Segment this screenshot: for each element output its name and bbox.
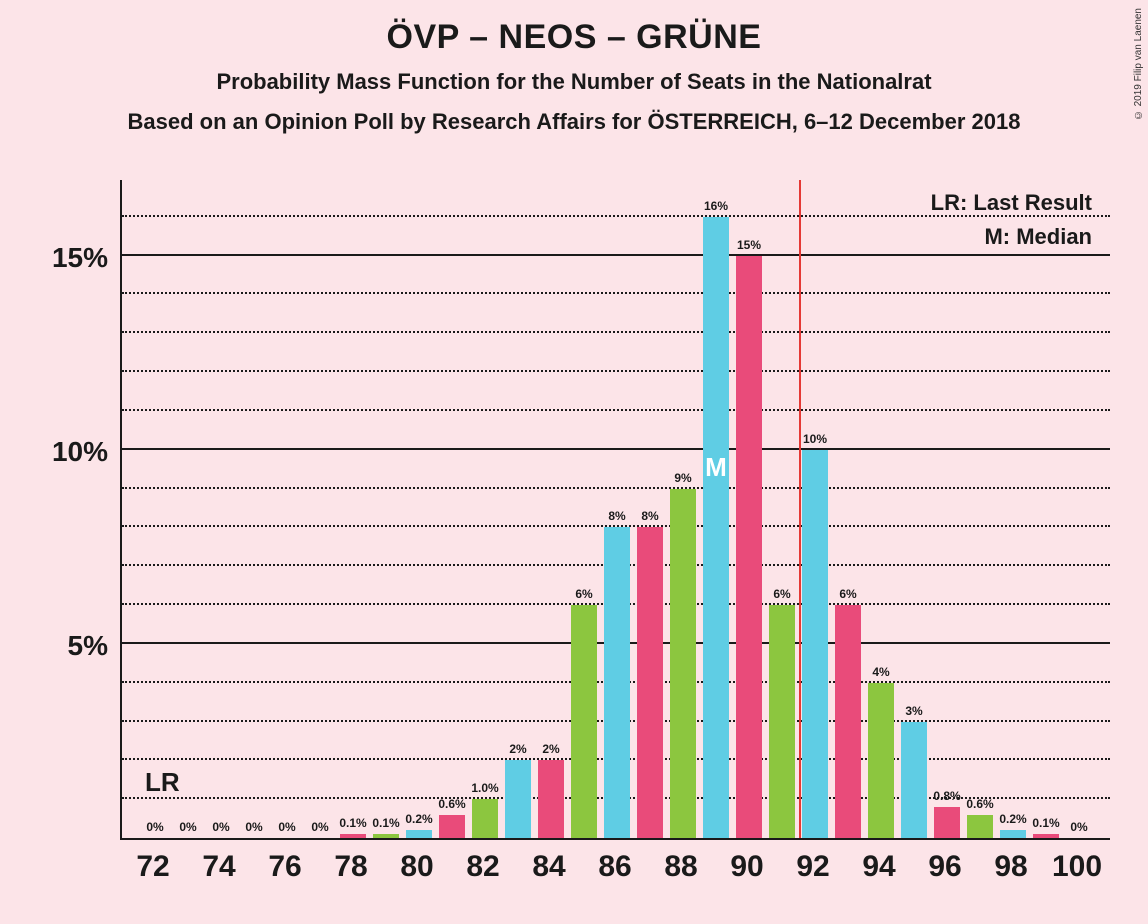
x-axis-tick-label: 90 xyxy=(717,850,777,884)
chart-subtitle-2: Based on an Opinion Poll by Research Aff… xyxy=(0,109,1148,135)
x-axis-tick-label: 82 xyxy=(453,850,513,884)
bar-value-label: 0.1% xyxy=(372,816,399,830)
chart-area: 0% 0% 0% 0% 0% 0% 0.1% 0.1% 0.2% 0.6% 1.0% 2% 2% 6% 8%… xyxy=(120,180,1110,840)
bar xyxy=(505,760,531,838)
bar-value-label: 10% xyxy=(803,432,827,446)
x-axis-tick-label: 100 xyxy=(1047,850,1107,884)
bar-value-label: 6% xyxy=(839,587,856,601)
bar-value-label: 0.6% xyxy=(438,797,465,811)
bar xyxy=(406,830,432,838)
bar xyxy=(604,527,630,838)
bar-value-label: 8% xyxy=(641,509,658,523)
bar-value-label: 15% xyxy=(737,238,761,252)
x-axis-tick-label: 92 xyxy=(783,850,843,884)
bar xyxy=(967,815,993,838)
x-axis-tick-label: 80 xyxy=(387,850,447,884)
bar-value-label: 6% xyxy=(575,587,592,601)
bar xyxy=(340,834,366,838)
bar-value-label: 0% xyxy=(179,820,196,834)
x-axis-tick-label: 74 xyxy=(189,850,249,884)
legend-last-result: LR: Last Result xyxy=(931,190,1092,216)
bar xyxy=(373,834,399,838)
bar xyxy=(802,450,828,838)
chart-title: ÖVP – NEOS – GRÜNE xyxy=(0,18,1148,57)
copyright-text: © 2019 Filip van Laenen xyxy=(1133,8,1144,120)
x-axis-tick-label: 88 xyxy=(651,850,711,884)
bar-value-label: 0% xyxy=(278,820,295,834)
gridline-minor xyxy=(122,370,1110,372)
bar xyxy=(670,489,696,838)
gridline-minor xyxy=(122,292,1110,294)
x-axis-tick-label: 72 xyxy=(123,850,183,884)
plot-region: 0% 0% 0% 0% 0% 0% 0.1% 0.1% 0.2% 0.6% 1.0% 2% 2% 6% 8%… xyxy=(120,180,1110,840)
x-axis-tick-label: 86 xyxy=(585,850,645,884)
bar-value-label: 0.2% xyxy=(405,812,432,826)
bar xyxy=(472,799,498,838)
gridline-major xyxy=(122,448,1110,450)
chart-subtitle-1: Probability Mass Function for the Number… xyxy=(0,69,1148,95)
bar-value-label: 0.6% xyxy=(966,797,993,811)
legend-median: M: Median xyxy=(984,224,1092,250)
x-axis-tick-label: 76 xyxy=(255,850,315,884)
bar xyxy=(901,722,927,838)
bar xyxy=(637,527,663,838)
gridline-minor xyxy=(122,487,1110,489)
x-axis-tick-label: 78 xyxy=(321,850,381,884)
bar xyxy=(736,256,762,838)
bar-value-label: 0% xyxy=(1070,820,1087,834)
bar xyxy=(868,683,894,838)
bar-value-label: 4% xyxy=(872,665,889,679)
bar-value-label: 16% xyxy=(704,199,728,213)
y-axis-tick-label: 5% xyxy=(28,630,108,662)
y-axis-tick-label: 10% xyxy=(28,436,108,468)
x-axis-tick-label: 94 xyxy=(849,850,909,884)
x-axis-tick-label: 84 xyxy=(519,850,579,884)
x-axis-tick-label: 98 xyxy=(981,850,1041,884)
bar-value-label: 6% xyxy=(773,587,790,601)
bar-value-label: 2% xyxy=(509,742,526,756)
bar-value-label: 0% xyxy=(311,820,328,834)
bar-value-label: 8% xyxy=(608,509,625,523)
y-axis-tick-label: 15% xyxy=(28,242,108,274)
bar-value-label: 0.1% xyxy=(1032,816,1059,830)
bar-value-label: 2% xyxy=(542,742,559,756)
bar-value-label: 3% xyxy=(905,704,922,718)
bar xyxy=(934,807,960,838)
gridline-minor xyxy=(122,409,1110,411)
bar xyxy=(439,815,465,838)
bar xyxy=(835,605,861,838)
bar-value-label: 1.0% xyxy=(471,781,498,795)
gridline-minor xyxy=(122,331,1110,333)
bar-value-label: 0% xyxy=(245,820,262,834)
bar-value-label: 0.2% xyxy=(999,812,1026,826)
bar xyxy=(703,217,729,838)
bar xyxy=(769,605,795,838)
bar xyxy=(1033,834,1059,838)
x-axis-tick-label: 96 xyxy=(915,850,975,884)
bar-value-label: 0% xyxy=(212,820,229,834)
bar xyxy=(538,760,564,838)
bar-value-label: 0% xyxy=(146,820,163,834)
bar-value-label: 0.8% xyxy=(933,789,960,803)
title-block: ÖVP – NEOS – GRÜNE Probability Mass Func… xyxy=(0,0,1148,135)
bar-value-label: 9% xyxy=(674,471,691,485)
bar xyxy=(1000,830,1026,838)
bar-value-label: 0.1% xyxy=(339,816,366,830)
median-marker: M xyxy=(705,452,727,483)
bar xyxy=(571,605,597,838)
majority-threshold-line xyxy=(799,180,801,838)
gridline-major xyxy=(122,254,1110,256)
last-result-marker: LR xyxy=(145,767,180,798)
